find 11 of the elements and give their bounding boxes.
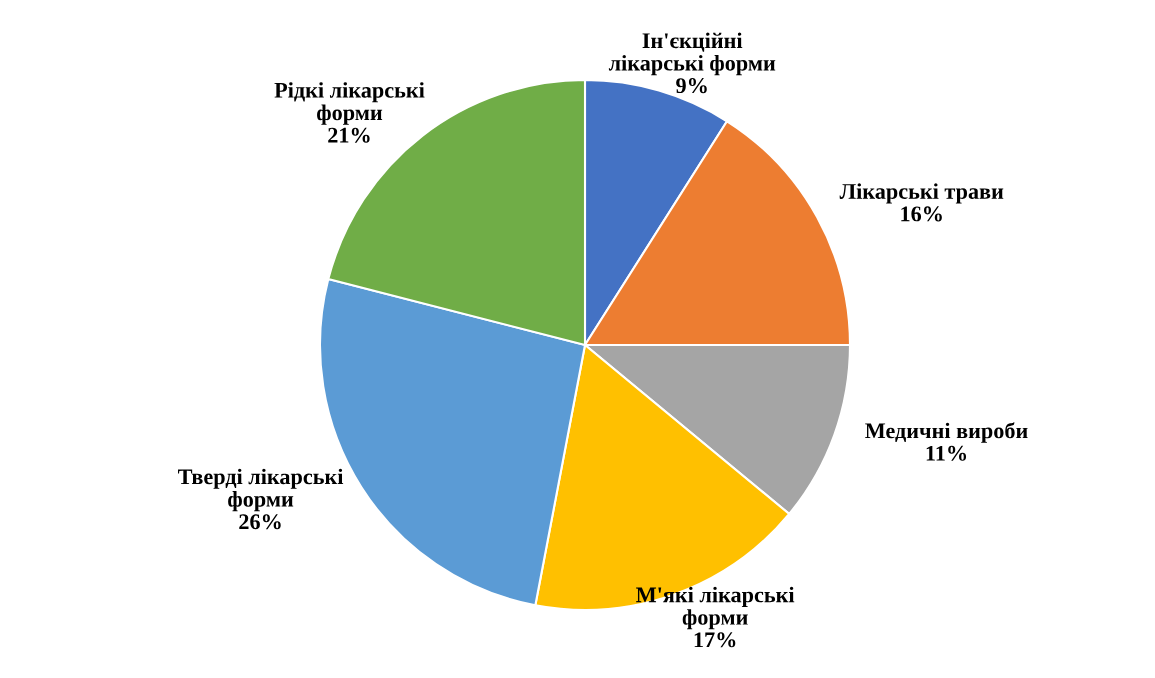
data-label: 21% xyxy=(328,127,370,143)
slice-label: Рідкі лікарські форми xyxy=(274,82,425,125)
slice-label: Ін'єкційні лікарські форми xyxy=(608,32,776,76)
data-label: 26% xyxy=(239,514,281,530)
slice-label: Лікарські трави xyxy=(839,183,1004,204)
data-label: 9% xyxy=(676,78,707,94)
data-label: 11% xyxy=(926,445,967,461)
slice-label: Тверді лікарські форми xyxy=(178,468,344,512)
slice-label: Медичні вироби xyxy=(865,422,1028,443)
data-label: 16% xyxy=(901,206,942,222)
data-label: 17% xyxy=(694,632,736,648)
